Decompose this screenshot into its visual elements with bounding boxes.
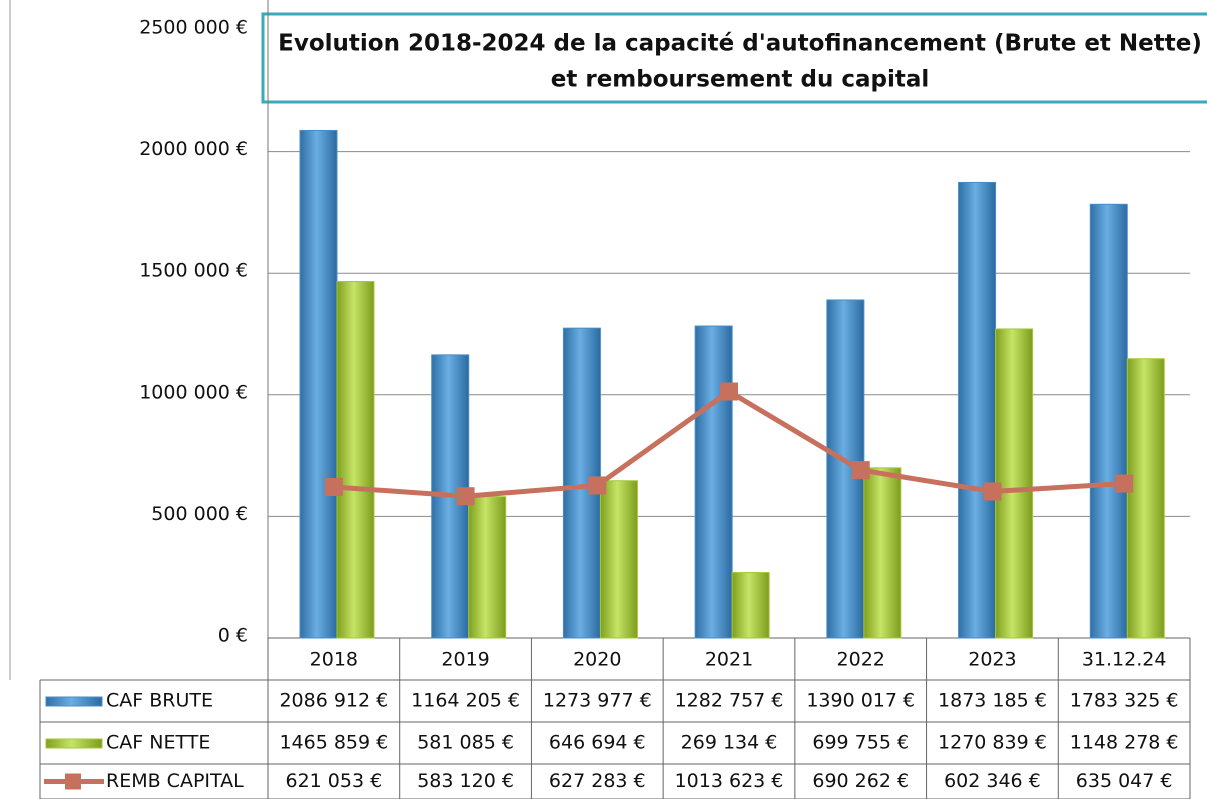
chart-title: Evolution 2018-2024 de la capacité d'aut… xyxy=(278,31,1202,57)
table-value: 1270 839 € xyxy=(938,732,1047,754)
bar xyxy=(562,327,601,639)
table-value: 621 053 € xyxy=(286,770,383,792)
y-tick-label: 2000 000 € xyxy=(139,138,248,160)
table-value: 635 047 € xyxy=(1076,770,1173,792)
table-value: 581 085 € xyxy=(417,732,514,754)
marker xyxy=(720,382,738,401)
table-value: 1873 185 € xyxy=(938,690,1047,712)
legend-label: CAF NETTE xyxy=(106,732,210,754)
legend-key xyxy=(65,773,81,790)
bar xyxy=(694,325,733,639)
table-value: 1148 278 € xyxy=(1070,732,1179,754)
marker xyxy=(456,487,475,506)
x-tick-label: 31.12.24 xyxy=(1082,649,1167,671)
bar xyxy=(299,129,338,639)
marker xyxy=(324,477,343,496)
legend-label: CAF BRUTE xyxy=(106,690,213,712)
y-tick-label: 2500 000 € xyxy=(139,17,248,39)
table-value: 699 755 € xyxy=(812,732,909,754)
table-value: 269 134 € xyxy=(681,732,778,754)
x-tick-label: 2022 xyxy=(837,649,885,671)
table-value: 627 283 € xyxy=(549,770,646,792)
x-tick-label: 2019 xyxy=(441,649,489,671)
bar xyxy=(863,467,902,639)
x-tick-label: 2018 xyxy=(310,649,358,671)
legend-key xyxy=(45,696,103,707)
bar xyxy=(599,480,638,639)
marker xyxy=(588,476,607,495)
bar xyxy=(995,328,1034,639)
chart-title: et remboursement du capital xyxy=(551,67,929,93)
title-box xyxy=(261,12,1207,104)
y-tick-label: 500 000 € xyxy=(151,503,248,525)
x-tick-label: 2021 xyxy=(705,649,753,671)
y-tick-label: 1500 000 € xyxy=(139,260,248,282)
x-tick-label: 2020 xyxy=(573,649,621,671)
table-value: 1273 977 € xyxy=(543,690,652,712)
table-value: 1783 325 € xyxy=(1070,690,1179,712)
table-value: 1164 205 € xyxy=(411,690,520,712)
table-value: 1013 623 € xyxy=(675,770,784,792)
table-value: 1282 757 € xyxy=(675,690,784,712)
y-tick-label: 1000 000 € xyxy=(139,381,248,403)
marker xyxy=(851,461,870,480)
table-value: 583 120 € xyxy=(417,770,514,792)
legend-label: REMB CAPITAL xyxy=(106,770,244,792)
table-value: 602 346 € xyxy=(944,770,1041,792)
table-value: 646 694 € xyxy=(549,732,646,754)
table-value: 690 262 € xyxy=(812,770,909,792)
marker xyxy=(1115,474,1134,493)
table-value: 2086 912 € xyxy=(279,690,388,712)
bar xyxy=(731,572,770,639)
legend-key xyxy=(45,738,103,749)
table-value: 1465 859 € xyxy=(279,732,388,754)
bar xyxy=(1089,203,1128,639)
bar xyxy=(1126,358,1165,639)
x-tick-label: 2023 xyxy=(968,649,1016,671)
table-value: 1390 017 € xyxy=(806,690,915,712)
y-tick-label: 0 € xyxy=(218,625,248,647)
marker xyxy=(983,482,1002,501)
bar xyxy=(468,496,507,639)
bar xyxy=(336,281,375,639)
bar xyxy=(958,181,997,639)
